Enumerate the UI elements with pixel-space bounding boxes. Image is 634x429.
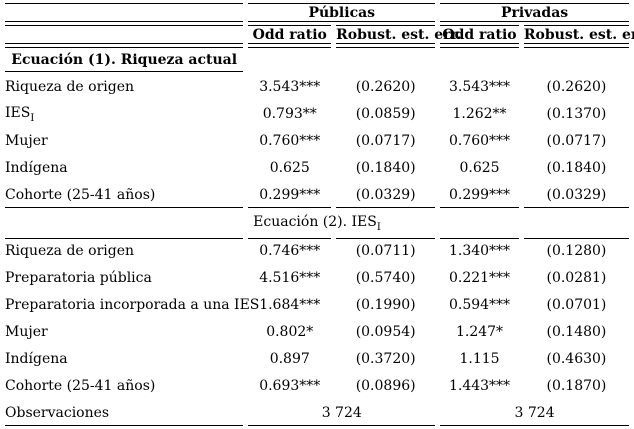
table-row: IESI 0.793** (0.0859) 1.262** (0.1370) (5, 102, 629, 126)
odd-ratio-value: 1.247* (455, 324, 504, 340)
odd-ratio-value: 0.299*** (440, 183, 519, 208)
odd-ratio-value: 0.802* (266, 324, 314, 340)
odd-ratio-value: 1.340*** (440, 238, 519, 263)
odd-ratio-value: 3.543*** (448, 79, 511, 95)
std-err-value: (0.0329) (336, 183, 436, 208)
sub-header-row: Odd ratio Robust. est. err. Odd ratio Ro… (5, 25, 634, 44)
odd-ratio-value: 1.443*** (448, 378, 511, 394)
odd-ratio-value: 0.221*** (448, 270, 511, 286)
empty-cell (523, 47, 629, 72)
std-err-value: (0.1870) (546, 378, 607, 394)
row-label-subscript: I (30, 112, 35, 124)
section2-title: Ecuación (2). IESI (5, 211, 629, 235)
row-label-text: IES (5, 104, 31, 121)
observations-row: Observaciones 3 724 3 724 (5, 401, 629, 426)
odd-ratio-value: 0.793** (262, 106, 317, 122)
odd-ratio-value: 0.625 (269, 160, 310, 176)
table-row: Cohorte (25-41 años) 0.693*** (0.0896) 1… (5, 374, 629, 398)
row-label: Cohorte (25-41 años) (5, 378, 156, 394)
std-err-value: (0.0896) (355, 378, 416, 394)
subheader-odd-ratio-privadas: Odd ratio (440, 25, 519, 44)
std-err-value: (0.4630) (546, 351, 607, 367)
subheader-odd-ratio-publicas: Odd ratio (248, 25, 332, 44)
row-label: Indígena (5, 160, 68, 176)
odd-ratio-value: 0.760*** (259, 133, 321, 149)
odd-ratio-value: 1.262** (452, 106, 507, 122)
std-err-value: (0.0717) (546, 133, 607, 149)
std-err-value: (0.5740) (355, 270, 416, 286)
std-err-value: (0.2620) (355, 79, 416, 95)
section2-title-subscript: I (376, 221, 381, 233)
odd-ratio-value: 0.897 (269, 351, 310, 367)
row-label: Preparatoria incorporada a una IES (5, 297, 260, 313)
subheader-robust-err-publicas: Robust. est. err. (336, 25, 462, 44)
empty-cell (440, 47, 519, 72)
odd-ratio-value: 3.543*** (259, 79, 321, 95)
std-err-value: (0.1990) (355, 297, 416, 313)
table-row: Preparatoria pública 4.516*** (0.5740) 0… (5, 266, 629, 290)
std-err-value: (0.0954) (355, 324, 416, 340)
observations-publicas: 3 724 (248, 401, 436, 426)
odd-ratio-value: 1.115 (459, 351, 500, 367)
table-row: Cohorte (25-41 años) 0.299*** (0.0329) 0… (5, 183, 629, 208)
table-row: Indígena 0.897 (0.3720) 1.115 (0.4630) (5, 347, 629, 371)
table-row: Riqueza de origen 0.746*** (0.0711) 1.34… (5, 238, 629, 263)
std-err-value: (0.0711) (336, 238, 436, 263)
std-err-value: (0.1840) (546, 160, 607, 176)
std-err-value: (0.2620) (546, 79, 607, 95)
row-label: Mujer (5, 324, 48, 340)
section1-title: Ecuación (1). Riqueza actual (5, 47, 244, 72)
section2-title-text: Ecuación (2). IES (253, 213, 377, 230)
row-label: Cohorte (25-41 años) (5, 183, 244, 208)
row-label: Riqueza de origen (5, 79, 135, 95)
row-label: Mujer (5, 133, 48, 149)
table-row: Riqueza de origen 3.543*** (0.2620) 3.54… (5, 75, 629, 99)
odd-ratio-value: 0.594*** (448, 297, 511, 313)
group-header-publicas: Públicas (248, 3, 436, 22)
std-err-value: (0.0859) (355, 106, 416, 122)
odd-ratio-value: 4.516*** (259, 270, 321, 286)
std-err-value: (0.0281) (546, 270, 607, 286)
std-err-value: (0.0329) (523, 183, 629, 208)
section2-title-row: Ecuación (2). IESI (5, 211, 629, 235)
odd-ratio-value: 0.746*** (248, 238, 332, 263)
stub-subheader-cell (5, 25, 244, 44)
row-label: Riqueza de origen (5, 238, 244, 263)
std-err-value: (0.0717) (355, 133, 416, 149)
odd-ratio-value: 0.693*** (259, 378, 321, 394)
group-header-privadas: Privadas (440, 3, 629, 22)
std-err-value: (0.1480) (546, 324, 607, 340)
group-header-row: Públicas Privadas (5, 3, 629, 22)
row-label: IESI (5, 102, 243, 126)
odd-ratio-value: 0.625 (459, 160, 500, 176)
std-err-value: (0.1280) (523, 238, 629, 263)
subheader-robust-err-privadas: Robust. est. err. (523, 25, 634, 44)
std-err-value: (0.0701) (546, 297, 607, 313)
std-err-value: (0.1370) (546, 106, 607, 122)
section1-title-row: Ecuación (1). Riqueza actual (5, 47, 629, 72)
observations-privadas: 3 724 (440, 401, 629, 426)
odd-ratio-value: 1.684*** (259, 297, 321, 313)
std-err-value: (0.3720) (355, 351, 416, 367)
stub-header-cell (5, 3, 244, 22)
empty-cell (248, 47, 332, 72)
empty-cell (336, 47, 436, 72)
table-row: Indígena 0.625 (0.1840) 0.625 (0.1840) (5, 156, 629, 180)
row-label: Preparatoria pública (5, 270, 152, 286)
std-err-value: (0.1840) (355, 160, 416, 176)
row-label: Indígena (5, 351, 68, 367)
odd-ratio-value: 0.299*** (248, 183, 332, 208)
table-row: Preparatoria incorporada a una IES 1.684… (5, 293, 629, 317)
table-row: Mujer 0.802* (0.0954) 1.247* (0.1480) (5, 320, 629, 344)
odd-ratio-value: 0.760*** (448, 133, 511, 149)
table-row: Mujer 0.760*** (0.0717) 0.760*** (0.0717… (5, 129, 629, 153)
observations-label: Observaciones (5, 401, 244, 426)
